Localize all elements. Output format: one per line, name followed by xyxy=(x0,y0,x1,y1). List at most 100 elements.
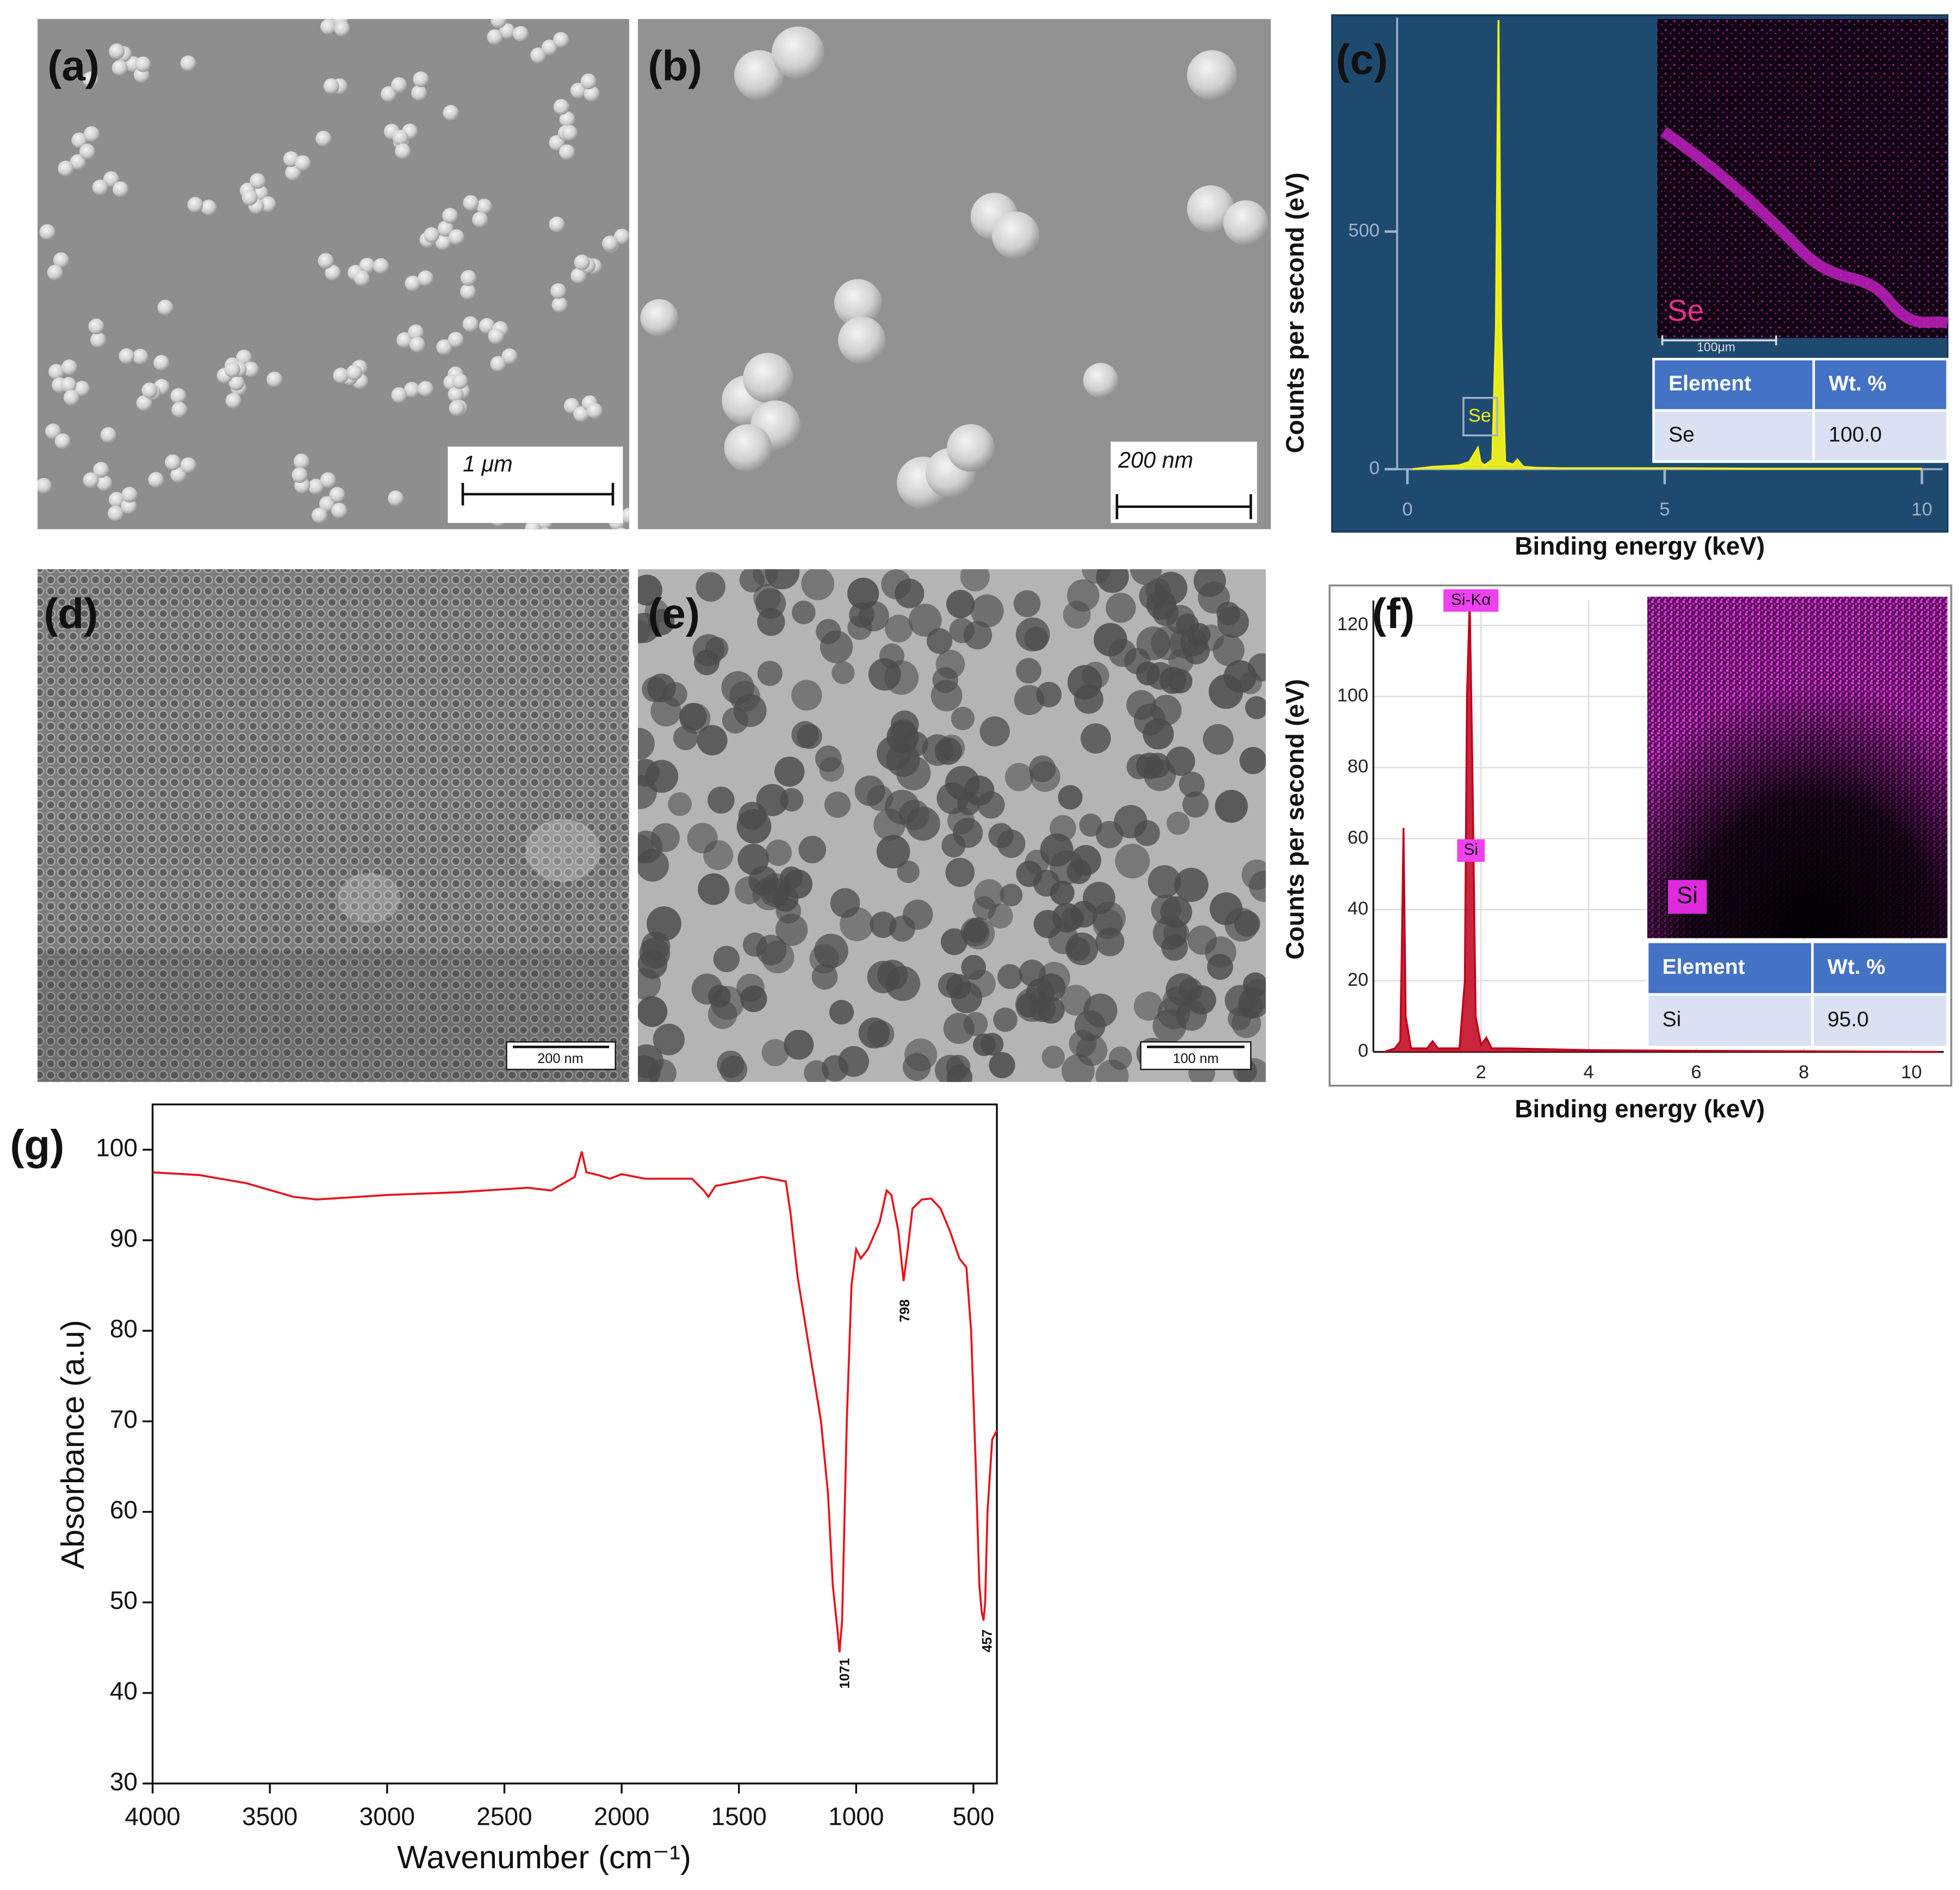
particle xyxy=(1245,696,1266,719)
particle xyxy=(1133,704,1166,736)
peak-label-box xyxy=(1457,839,1485,862)
particle xyxy=(413,71,429,88)
particle xyxy=(1115,843,1150,879)
particle xyxy=(170,467,187,483)
particle xyxy=(487,29,503,45)
particle xyxy=(820,630,853,663)
x-tick-label: 1500 xyxy=(711,1802,767,1831)
particle xyxy=(70,154,86,170)
x-axis-title: Binding energy (keV) xyxy=(1515,1095,1765,1123)
particle xyxy=(988,903,1013,929)
particle xyxy=(1179,772,1205,798)
y-tick-label: 60 xyxy=(110,1496,138,1524)
particle xyxy=(462,316,479,332)
particle xyxy=(694,650,720,675)
particle xyxy=(48,364,65,380)
particle xyxy=(180,55,196,71)
particle xyxy=(621,508,629,524)
particle xyxy=(108,505,124,521)
particle xyxy=(463,195,479,211)
table-header-cell: Element xyxy=(1669,372,1751,395)
particle xyxy=(791,680,822,711)
particle xyxy=(109,43,125,59)
y-tick-label: 30 xyxy=(110,1767,138,1795)
particle xyxy=(886,721,919,754)
bright-spot xyxy=(337,873,400,923)
particle xyxy=(285,165,301,181)
particle xyxy=(957,792,981,816)
particle xyxy=(584,86,600,102)
y-tick-label: 0 xyxy=(1358,1041,1368,1061)
particle xyxy=(423,227,439,243)
particle xyxy=(908,604,942,637)
particle xyxy=(735,876,763,905)
particle xyxy=(637,835,654,863)
particle xyxy=(989,1052,1015,1078)
table-cell: Se xyxy=(1669,423,1695,446)
scale-label: 200 nm xyxy=(537,1051,583,1066)
particle xyxy=(553,32,569,48)
particle xyxy=(559,144,575,160)
particle xyxy=(1074,685,1103,714)
particle xyxy=(774,756,805,787)
map-scale-label: 100μm xyxy=(1697,340,1735,354)
particle xyxy=(1108,639,1137,667)
particle xyxy=(798,836,827,863)
y-tick-label: 100 xyxy=(96,1134,138,1162)
x-tick-label: 4 xyxy=(1583,1062,1593,1083)
table-header-cell: Wt. % xyxy=(1827,955,1885,979)
particle xyxy=(838,316,886,364)
particle xyxy=(1205,936,1237,968)
particle xyxy=(743,352,793,403)
map-label: Si xyxy=(1677,882,1698,909)
particle xyxy=(885,614,913,643)
particle xyxy=(1029,996,1056,1022)
particle xyxy=(1083,993,1118,1028)
particle xyxy=(37,477,52,494)
particle xyxy=(761,1039,789,1066)
y-tick-label: 70 xyxy=(110,1405,138,1433)
particle xyxy=(1050,815,1076,842)
particle xyxy=(320,472,336,488)
particle xyxy=(241,189,258,206)
particle xyxy=(637,968,661,1000)
particle xyxy=(443,105,459,121)
y-tick-label: 80 xyxy=(110,1315,138,1343)
scale-bar xyxy=(1115,494,1252,519)
particle xyxy=(832,661,855,685)
element-map xyxy=(1657,18,1948,338)
particle xyxy=(742,932,767,957)
y-tick-label: 100 xyxy=(1337,685,1369,706)
particle xyxy=(1040,833,1074,867)
particle xyxy=(570,268,587,284)
map-scale-bar xyxy=(1661,335,1777,346)
particle xyxy=(353,270,370,287)
particle xyxy=(926,628,953,654)
particle xyxy=(1004,763,1033,792)
particle xyxy=(96,475,113,492)
table-header-cell: Element xyxy=(1663,955,1745,979)
map-label: Se xyxy=(1667,294,1704,327)
particle xyxy=(881,569,911,600)
particle xyxy=(373,258,389,274)
peak-label-box xyxy=(1443,589,1499,612)
particle xyxy=(736,973,765,1002)
peak-label: 1071 xyxy=(837,1658,852,1689)
particle xyxy=(687,823,718,854)
particle xyxy=(1033,910,1062,938)
particle xyxy=(73,381,90,397)
y-tick-label: 90 xyxy=(110,1224,138,1252)
particle xyxy=(756,784,789,817)
particle xyxy=(873,809,905,841)
particle xyxy=(1174,867,1209,902)
particle xyxy=(1000,884,1023,907)
particle xyxy=(734,50,785,101)
particle xyxy=(1239,747,1266,774)
particle xyxy=(896,756,931,791)
x-tick-label: 2000 xyxy=(594,1802,649,1831)
particle xyxy=(1180,629,1208,656)
particle xyxy=(847,577,879,610)
particle xyxy=(325,265,341,281)
particle xyxy=(650,823,680,853)
particle xyxy=(103,171,119,187)
